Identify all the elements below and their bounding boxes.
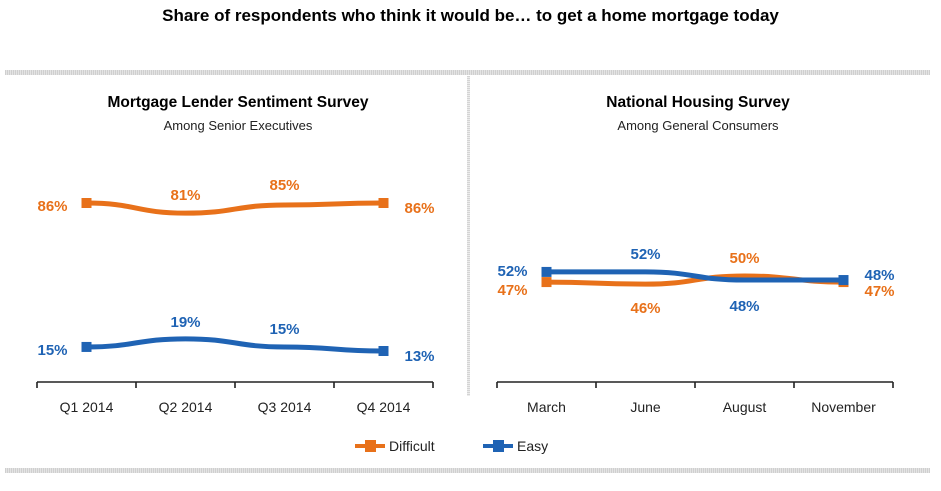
data-label-easy: 48% [864, 267, 894, 284]
top-divider [5, 70, 930, 75]
series-marker-difficult [81, 198, 92, 208]
legend: Difficult Easy [0, 438, 941, 458]
x-tick-label: June [630, 399, 661, 415]
data-label-difficult: 47% [497, 282, 527, 299]
main-title: Share of respondents who think it would … [162, 6, 779, 25]
x-tick-label: March [527, 399, 566, 415]
right-panel-subtitle: Among General Consumers [617, 118, 779, 133]
data-label-difficult: 50% [729, 250, 759, 267]
legend-label-easy: Easy [517, 438, 549, 454]
data-label-easy: 13% [404, 348, 434, 365]
data-label-easy: 48% [729, 298, 759, 315]
series-marker-easy [541, 266, 552, 277]
x-tick-label: Q2 2014 [159, 399, 213, 415]
x-tick-label: August [723, 399, 767, 415]
center-divider [467, 76, 470, 396]
series-line-easy [86, 336, 384, 354]
data-label-easy: 15% [37, 342, 67, 359]
data-label-difficult: 47% [864, 283, 894, 300]
left-panel-subtitle: Among Senior Executives [163, 118, 313, 133]
legend-item-easy: Easy [483, 438, 548, 454]
x-tick-label: Q3 2014 [258, 399, 312, 415]
x-tick-label: Q4 2014 [357, 399, 411, 415]
data-label-easy: 52% [630, 246, 660, 263]
data-label-easy: 15% [269, 321, 299, 338]
series-marker-easy [838, 275, 849, 286]
x-tick-label: November [811, 399, 876, 415]
legend-item-difficult: Difficult [355, 438, 435, 454]
bottom-divider [5, 468, 930, 473]
data-label-difficult: 86% [404, 200, 434, 217]
series-marker-difficult [378, 198, 389, 208]
series-marker-easy [378, 346, 389, 356]
data-label-easy: 19% [170, 314, 200, 331]
data-label-difficult: 81% [170, 187, 200, 204]
data-label-difficult: 86% [37, 198, 67, 215]
data-label-difficult: 85% [269, 177, 299, 194]
legend-swatch-easy [483, 440, 513, 452]
left-panel-title: Mortgage Lender Sentiment Survey [107, 94, 369, 111]
right-panel-title: National Housing Survey [606, 94, 790, 111]
series-line-easy [546, 269, 844, 283]
series-marker-easy [81, 341, 92, 352]
legend-swatch-difficult [355, 440, 385, 452]
x-tick-label: Q1 2014 [60, 399, 114, 415]
data-label-difficult: 46% [630, 300, 660, 317]
legend-label-difficult: Difficult [389, 438, 435, 454]
data-label-easy: 52% [497, 263, 527, 280]
series-marker-difficult [541, 277, 552, 288]
series-line-difficult [86, 200, 384, 216]
